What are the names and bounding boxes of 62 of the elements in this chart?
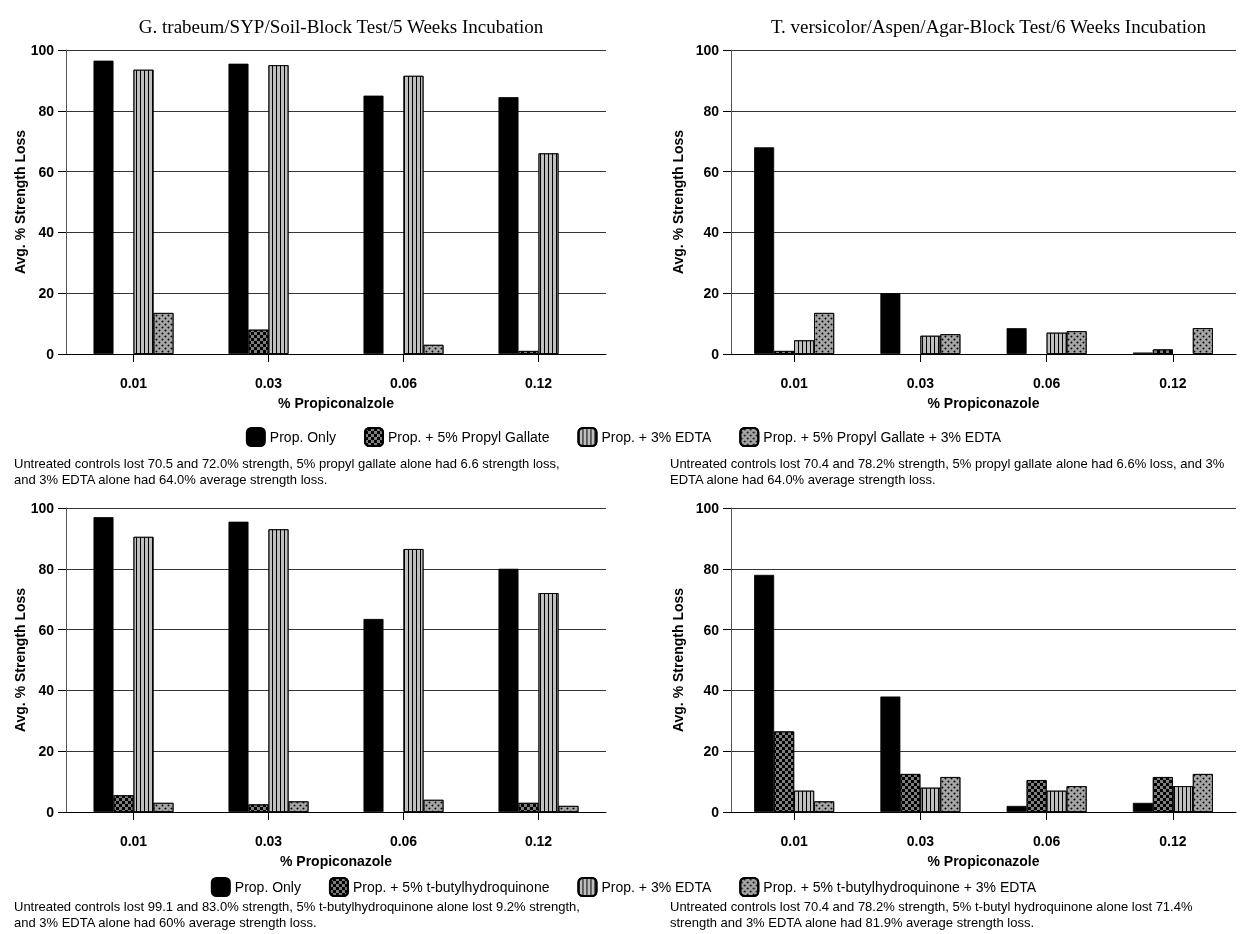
x-tick-label: 0.12 (524, 375, 553, 391)
y-tick-label: 100 (30, 500, 55, 516)
legend-label: Prop. + 5% t-butylhydroquinone (352, 879, 550, 895)
x-tick-label: 0.06 (1033, 833, 1061, 849)
y-tick-label: 60 (38, 621, 55, 638)
text: Untreated controls lost 70.5 and 72.0% strength, 5% propyl gallate alone had 6.6 strength loss, and 3% EDTA alone had 64.0% average strength loss. (14, 455, 564, 487)
x-tick-label: 0.06 (389, 833, 418, 849)
legend-label: Prop. + 3% EDTA (601, 429, 712, 445)
legend-label: Prop. + 5% t-butylhydroquinone + 3% EDTA (763, 879, 1037, 895)
x-tick-label: 0.06 (389, 375, 418, 391)
y-tick-label: 60 (38, 163, 55, 180)
x-tick-label: 0.12 (524, 833, 553, 849)
y-tick-label: 40 (38, 224, 55, 241)
x-tick-label: 0.03 (254, 833, 283, 849)
y-axis-title: Avg. % Strength Loss (11, 587, 28, 733)
y-tick-label: 80 (38, 102, 55, 119)
y-tick-label: 20 (703, 285, 720, 302)
y-tick-label: 40 (703, 682, 720, 699)
legend-label: Prop. Only (269, 429, 336, 445)
y-tick-label: 40 (38, 682, 55, 699)
y-axis-title: Avg. % Strength Loss (11, 129, 28, 275)
x-axis-title: % Propiconazole (927, 853, 1040, 869)
y-tick-label: 60 (703, 621, 720, 638)
y-tick-label: 20 (38, 743, 55, 760)
y-tick-label: 40 (703, 224, 720, 241)
y-tick-label: 0 (46, 804, 55, 820)
x-axis-title: % Propiconazole (279, 853, 393, 869)
y-tick-label: 0 (711, 346, 720, 362)
text: Untreated controls lost 70.4 and 78.2% strength, 5% propyl gallate alone had 6.6% loss, and 3% EDTA alone had 64.0% average strength loss. (670, 455, 1228, 487)
y-tick-label: 20 (38, 285, 55, 302)
text: Untreated controls lost 99.1 and 83.0% strength, 5% t-butylhydroquinone alone lost 9.2% strength, and 3% EDTA alone had 60% average strength loss. (14, 898, 584, 930)
text: Untreated controls lost 70.4 and 78.2% strength, 5% t-butyl hydroquinone alone lost 71.4% strength and 3% EDTA alone had 81.9% average strength loss. (670, 898, 1197, 930)
legend-label: Prop. + 5% Propyl Gallate (387, 429, 550, 445)
y-axis-title: Avg. % Strength Loss (669, 587, 686, 733)
legend-label: Prop. + 5% Propyl Gallate + 3% EDTA (763, 429, 1002, 445)
x-tick-label: 0.03 (906, 375, 935, 391)
y-tick-label: 60 (703, 163, 720, 180)
y-tick-label: 0 (711, 804, 720, 820)
x-tick-label: 0.01 (119, 375, 148, 391)
x-tick-label: 0.06 (1033, 375, 1061, 391)
chart-title: T. versicolor/Aspen/Agar-Block Test/6 Weeks Incubation (770, 16, 1207, 37)
x-axis-title: % Propiconalzole (278, 395, 395, 411)
x-tick-label: 0.03 (254, 375, 283, 391)
x-tick-label: 0.12 (1159, 375, 1187, 391)
y-tick-label: 100 (30, 42, 55, 58)
y-tick-label: 20 (703, 743, 720, 760)
x-tick-label: 0.03 (906, 833, 935, 849)
legend-label: Prop. + 3% EDTA (601, 879, 712, 895)
y-tick-label: 100 (695, 500, 720, 516)
x-tick-label: 0.12 (1159, 833, 1187, 849)
y-tick-label: 80 (38, 560, 55, 577)
legend-label: Prop. Only (234, 879, 301, 895)
chart-title: G. trabeum/SYP/Soil-Block Test/5 Weeks Incubation (138, 16, 544, 37)
y-tick-label: 0 (46, 346, 55, 362)
x-tick-label: 0.01 (780, 833, 808, 849)
y-tick-label: 100 (695, 42, 720, 58)
y-tick-label: 80 (703, 102, 720, 119)
x-axis-title: % Propiconazole (927, 395, 1040, 411)
y-axis-title: Avg. % Strength Loss (669, 129, 686, 275)
x-tick-label: 0.01 (119, 833, 148, 849)
x-tick-label: 0.01 (780, 375, 808, 391)
y-tick-label: 80 (703, 560, 720, 577)
